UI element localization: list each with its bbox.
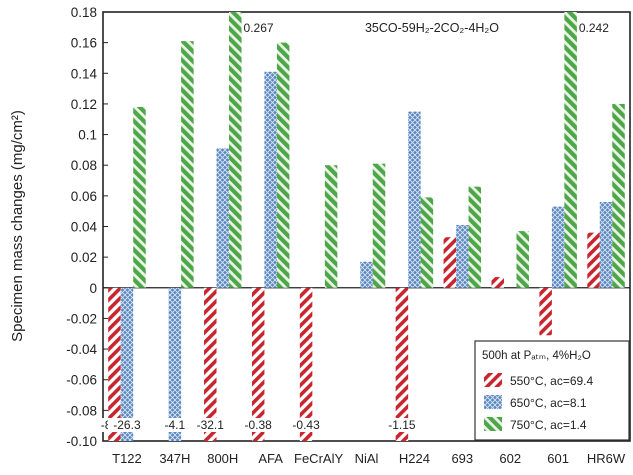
- bar-602-series-3: [516, 231, 529, 288]
- bar-value-label: 0.267: [244, 21, 274, 35]
- y-tick-label: -0.04: [66, 342, 97, 357]
- x-tick-label: 800H: [207, 451, 238, 466]
- bar-693-series-1: [443, 237, 457, 288]
- bar-h224-series-2: [408, 111, 421, 288]
- legend-swatch: [484, 373, 502, 387]
- y-tick-label: -0.02: [66, 311, 97, 326]
- bar-t122-series-2: [120, 287, 134, 441]
- bar-value-label: -1.15: [388, 418, 416, 432]
- y-axis-title: Specimen mass changes (mg/cm²): [9, 110, 26, 342]
- y-tick-label: 0: [89, 281, 97, 296]
- legend-items: 550°C, aᴄ=69.4 650°C, aᴄ=8.1 750°C, aᴄ=1.4: [484, 373, 594, 432]
- condition-annotation: 35CO-59H₂-2CO₂-4H₂O: [365, 21, 499, 35]
- bar-693-series-3: [468, 186, 482, 288]
- bar-fecraly-series-3: [324, 165, 338, 288]
- y-tick-label: 0.02: [71, 250, 97, 265]
- legend-label: 750°C, aᴄ=1.4: [510, 418, 587, 432]
- bar-h224-series-1: [395, 287, 409, 441]
- bar-800h-series-3: [229, 12, 242, 288]
- value-label-bg: [159, 418, 191, 432]
- bar-hr6w-series-1: [587, 232, 600, 288]
- y-tick-label: 0.18: [71, 5, 97, 20]
- legend-title: 500h at Pₐₜₘ, 4%H₂O: [482, 350, 591, 362]
- legend-swatch: [484, 417, 502, 431]
- y-tick-label: -0.06: [66, 373, 97, 388]
- x-tick-label: AFA: [258, 451, 283, 466]
- bar-hr6w-series-2: [599, 201, 613, 288]
- y-tick-label: 0.12: [71, 97, 97, 112]
- bar-fecraly-series-1: [299, 287, 313, 441]
- x-tick-label: HR6W: [587, 451, 626, 466]
- bar-602-series-1: [491, 277, 504, 288]
- x-tick-label: T122: [112, 451, 142, 466]
- bar-hr6w-series-3: [612, 103, 625, 288]
- legend: 500h at Pₐₜₘ, 4%H₂O 550°C, aᴄ=69.4 650°C,…: [474, 340, 630, 441]
- x-tick-label: 602: [499, 451, 521, 466]
- bar-t122-series-3: [133, 106, 146, 288]
- value-label-bg: [382, 418, 421, 432]
- bar-800h-series-2: [216, 148, 230, 288]
- value-label-bg: [242, 21, 281, 35]
- value-label-bg: [287, 418, 326, 432]
- bar-value-label: 0.242: [579, 21, 609, 35]
- bar-afa-series-1: [251, 287, 265, 441]
- y-tick-label: 0.08: [71, 158, 97, 173]
- bar-601-series-3: [564, 12, 577, 288]
- bar-800h-series-1: [204, 287, 217, 441]
- y-tick-label: 0.14: [71, 66, 98, 81]
- x-tick-layer: T122 347H 800H AFA FeCrAlY NiAl H224 693 602 601 H…: [112, 451, 626, 466]
- bars-layer: [108, 12, 625, 441]
- value-label-bg: [191, 418, 230, 432]
- y-tick-label: -0.08: [66, 403, 97, 418]
- bar-601-series-2: [551, 206, 565, 288]
- x-tick-label: NiAl: [355, 451, 379, 466]
- bar-value-label: -32.1: [197, 418, 225, 432]
- bar-693-series-2: [456, 224, 469, 288]
- bar-h224-series-3: [420, 197, 434, 288]
- y-tick-label: 0.1: [78, 128, 97, 143]
- value-label-bg: [107, 418, 146, 432]
- bar-afa-series-2: [264, 71, 277, 288]
- x-tick-label: H224: [399, 451, 430, 466]
- value-labels-layer: -85.5-32.1-0.38-0.43-1.15-26.3-4.10.2670…: [95, 21, 616, 432]
- y-tick-label: 0.06: [71, 189, 97, 204]
- bar-nial-series-2: [360, 261, 373, 288]
- x-tick-label: FeCrAlY: [294, 451, 343, 466]
- bar-t122-series-1: [108, 287, 121, 441]
- legend-swatch: [484, 395, 502, 409]
- y-tick-label: 0.04: [71, 220, 98, 235]
- x-tick-label: 601: [547, 451, 569, 466]
- bar-value-label: -0.43: [292, 418, 320, 432]
- x-tick-label: 693: [451, 451, 473, 466]
- y-tick-label: -0.10: [66, 434, 97, 449]
- legend-label: 650°C, aᴄ=8.1: [510, 396, 587, 410]
- y-tick-layer: 0.18 0.16 0.14 0.12 0.1 0.08 0.06 0.04 0.02 0 -0.0…: [66, 5, 108, 449]
- bar-347h-series-2: [168, 287, 182, 441]
- bar-nial-series-3: [372, 163, 386, 288]
- bar-value-label: -4.1: [165, 418, 186, 432]
- bar-347h-series-3: [181, 41, 194, 288]
- bar-value-label: -26.3: [113, 418, 141, 432]
- bar-afa-series-3: [276, 42, 290, 288]
- bar-value-label: -0.38: [245, 418, 273, 432]
- legend-label: 550°C, aᴄ=69.4: [510, 374, 594, 388]
- y-tick-label: 0.16: [71, 36, 97, 51]
- bar-601-series-1: [539, 287, 552, 336]
- value-label-bg: [239, 418, 278, 432]
- value-label-bg: [577, 21, 616, 35]
- x-tick-label: 347H: [159, 451, 190, 466]
